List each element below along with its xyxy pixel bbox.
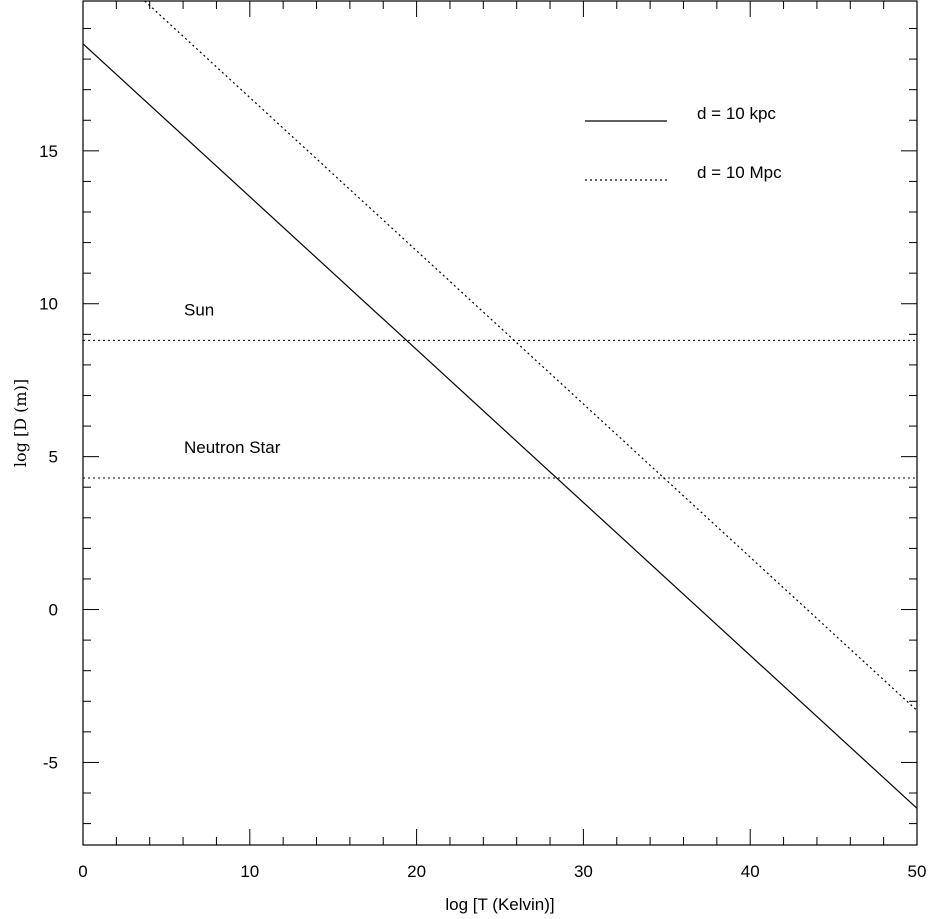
x-tick-label: 50 xyxy=(908,862,927,881)
reference-lines: Sun Neutron Star xyxy=(83,300,917,479)
y-tick-label: 0 xyxy=(49,601,58,620)
plot-frame xyxy=(82,0,918,846)
y-tick-label: 15 xyxy=(39,142,58,161)
series-line xyxy=(83,43,917,809)
y-tick-labels: -5 0 5 10 15 xyxy=(39,142,58,773)
y-tick-label: 5 xyxy=(49,448,58,467)
y-tick-label: 10 xyxy=(39,295,58,314)
tick-marks xyxy=(82,1,918,845)
x-tick-label: 10 xyxy=(240,862,259,881)
legend: d = 10 kpc d = 10 Mpc xyxy=(585,104,782,182)
x-tick-label: 0 xyxy=(78,862,87,881)
series-line xyxy=(144,1,917,711)
legend-label: d = 10 kpc xyxy=(697,104,776,123)
x-tick-label: 20 xyxy=(407,862,426,881)
series-lines xyxy=(83,1,917,809)
x-axis-title: log [T (Kelvin)] xyxy=(445,895,554,914)
reference-line-label: Neutron Star xyxy=(184,438,281,457)
x-tick-label: 40 xyxy=(741,862,760,881)
reference-line-label: Sun xyxy=(184,300,214,319)
y-tick-label: -5 xyxy=(43,753,58,772)
legend-label: d = 10 Mpc xyxy=(697,163,782,182)
x-tick-label: 30 xyxy=(574,862,593,881)
y-axis-title: log [D (m)] xyxy=(11,379,30,467)
x-tick-labels: 0 10 20 30 40 50 xyxy=(78,862,926,881)
